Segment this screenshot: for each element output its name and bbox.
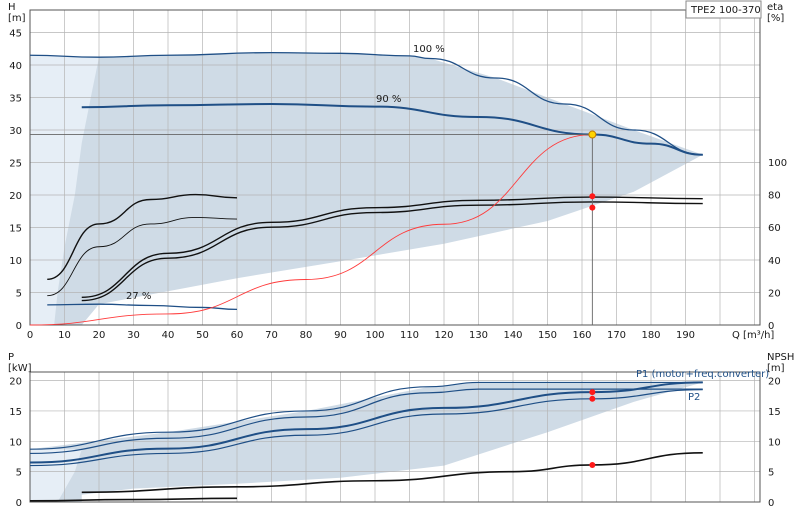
label-p1: P1 (motor+freq.converter) (636, 369, 769, 380)
head-tick-label: 25 (9, 159, 22, 170)
npsh-tick-label: 10 (768, 437, 781, 448)
npsh-axis-title: NPSH [m] (767, 352, 794, 374)
head-tick-label: 5 (16, 289, 22, 300)
efficiency-curve (47, 193, 238, 281)
eta-axis-unit: [%] (767, 13, 784, 24)
power-tick-label: 20 (9, 377, 22, 388)
eta-tick-label: 100 (768, 158, 787, 169)
x-tick-label: 0 (27, 330, 33, 341)
npsh-tick-label: 0 (768, 498, 774, 509)
p-axis-unit: [kW] (8, 363, 32, 374)
eta-tick-label: 80 (768, 191, 781, 202)
npsh-curve (29, 497, 238, 502)
x-tick-label: 30 (127, 330, 140, 341)
p-axis-label: P (8, 352, 14, 363)
system-curve (29, 134, 593, 326)
x-tick-label: 120 (434, 330, 453, 341)
efficiency-point-marker (589, 204, 596, 211)
power-tick-label: 15 (9, 407, 22, 418)
power-tick-label: 10 (9, 437, 22, 448)
npsh-tick-label: 15 (768, 407, 781, 418)
head-axis-title: H [m] (8, 2, 26, 24)
x-tick-label: 80 (300, 330, 313, 341)
eta-tick-label: 20 (768, 288, 781, 299)
x-tick-label: 40 (162, 330, 175, 341)
x-tick-label: 150 (538, 330, 557, 341)
model-title-box (685, 0, 762, 19)
p-axis-title: P [kW] (8, 352, 32, 374)
npsh-tick-label: 5 (768, 468, 774, 479)
x-tick-label: 60 (231, 330, 244, 341)
npsh-axis-label: NPSH (767, 352, 794, 363)
power-tick-label: 0 (16, 498, 22, 509)
head-plot-frame (29, 9, 761, 326)
head-curve (81, 102, 703, 156)
head-tick-label: 40 (9, 61, 22, 72)
power-point-marker (589, 395, 596, 402)
x-tick-label: 180 (641, 330, 660, 341)
x-tick-label: 50 (196, 330, 209, 341)
x-tick-label: 10 (58, 330, 71, 341)
head-tick-label: 10 (9, 256, 22, 267)
power-operating-region (30, 382, 703, 502)
head-tick-label: 30 (9, 126, 22, 137)
power-plot-frame (29, 371, 761, 503)
duty-point-marker (588, 130, 597, 139)
head-curve (29, 51, 703, 156)
x-tick-label: 140 (503, 330, 522, 341)
npsh-tick-label: 20 (768, 377, 781, 388)
head-axis-h: H (8, 2, 16, 13)
x-tick-label: 160 (572, 330, 591, 341)
eta-tick-label: 0 (768, 321, 774, 332)
power-point-marker (589, 461, 596, 468)
chart-title: TPE2 100-370 (690, 5, 761, 16)
label-27-percent: 27 % (126, 291, 151, 302)
label-90-percent: 90 % (376, 94, 401, 105)
x-tick-label: 100 (365, 330, 384, 341)
power-curve (29, 388, 703, 455)
head-operating-region (30, 52, 703, 326)
head-curve (47, 303, 238, 311)
efficiency-point-marker (589, 193, 596, 200)
head-tick-label: 20 (9, 191, 22, 202)
x-tick-label: 190 (676, 330, 695, 341)
head-tick-label: 45 (9, 29, 22, 40)
x-tick-label: 90 (334, 330, 347, 341)
eta-tick-label: 40 (768, 256, 781, 267)
x-tick-label: 130 (469, 330, 488, 341)
x-tick-label: 20 (93, 330, 106, 341)
q-axis-label: Q [m³/h] (732, 330, 774, 341)
label-p2: P2 (688, 392, 700, 403)
head-axis-unit: [m] (8, 13, 26, 24)
power-point-marker (589, 389, 596, 396)
x-tick-label: 170 (607, 330, 626, 341)
eta-axis-label: eta (767, 2, 783, 13)
npsh-curve (81, 452, 703, 494)
eta-axis-title: eta [%] (767, 2, 784, 24)
x-tick-label: 70 (265, 330, 278, 341)
power-curve (29, 381, 703, 450)
npsh-axis-unit: [m] (767, 363, 785, 374)
x-tick-label: 110 (400, 330, 419, 341)
label-100-percent: 100 % (413, 44, 445, 55)
head-tick-label: 35 (9, 94, 22, 105)
head-tick-label: 15 (9, 224, 22, 235)
efficiency-curve (47, 216, 238, 297)
eta-tick-label: 60 (768, 223, 781, 234)
head-tick-label: 0 (16, 321, 22, 332)
power-tick-label: 5 (16, 468, 22, 479)
